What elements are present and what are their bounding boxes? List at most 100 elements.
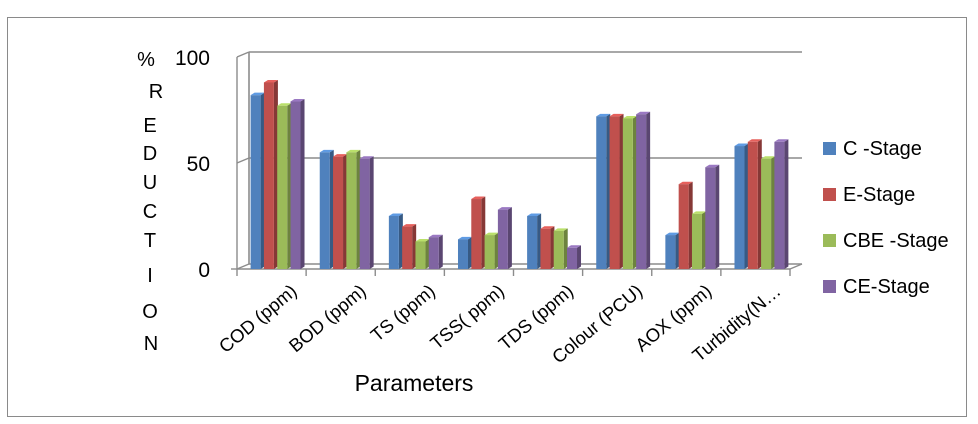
legend: C -Stage E-Stage CBE -Stage CE-Stage xyxy=(823,138,949,298)
bar-e-stage-colour-pcu xyxy=(609,113,624,269)
bar-front xyxy=(596,116,607,269)
bar-top xyxy=(250,92,265,96)
chart-frame xyxy=(7,17,967,417)
bar-side xyxy=(688,181,693,269)
bar-side xyxy=(273,79,278,269)
legend-label: CE-Stage xyxy=(843,276,930,298)
x-axis-title: Parameters xyxy=(355,370,474,396)
y-axis-title-char: % xyxy=(137,49,155,71)
bar-front xyxy=(346,152,357,269)
x-axis-depth xyxy=(789,263,803,270)
y-axis-title-char: U xyxy=(143,172,157,194)
bar-e-stage-turbidity-n xyxy=(747,139,762,269)
gridline-depth xyxy=(236,157,250,164)
bar-side xyxy=(537,213,542,269)
bar-front xyxy=(277,105,288,269)
bar-top xyxy=(636,111,651,115)
bar-side xyxy=(438,234,443,269)
bar-front xyxy=(263,82,274,269)
bar-front xyxy=(527,216,538,269)
bar-front xyxy=(665,235,676,269)
bar-side xyxy=(715,164,720,269)
bar-ce-stage-tds-ppm xyxy=(567,245,582,269)
bar-front xyxy=(678,184,689,269)
bar-top xyxy=(359,156,374,159)
bar-side xyxy=(771,156,776,269)
bar-front xyxy=(636,114,647,270)
bar-side xyxy=(467,236,472,269)
gridline-depth xyxy=(236,51,250,58)
bar-top xyxy=(678,181,693,185)
bar-front xyxy=(457,239,468,269)
legend-label: C -Stage xyxy=(843,138,922,160)
bar-top xyxy=(747,139,762,142)
bar-front xyxy=(415,241,426,269)
bar-side xyxy=(507,207,512,269)
bar-side xyxy=(260,92,265,269)
bar-front xyxy=(250,95,261,269)
bar-top xyxy=(428,234,443,238)
bar-front xyxy=(761,158,772,269)
bar-top xyxy=(415,238,430,242)
bar-cbe-stage-colour-pcu xyxy=(622,115,637,269)
legend-item-c-stage: C -Stage xyxy=(823,138,922,160)
legend-label: CBE -Stage xyxy=(843,230,949,252)
bar-front xyxy=(774,141,785,269)
bar-front xyxy=(747,141,758,269)
bar-top xyxy=(277,103,292,106)
bar-top xyxy=(596,113,611,117)
bar-cbe-stage-cod-ppm xyxy=(277,103,292,269)
bar-top xyxy=(457,236,472,240)
bar-ce-stage-cod-ppm xyxy=(290,99,305,270)
bar-ce-stage-colour-pcu xyxy=(636,111,651,270)
bar-e-stage-bod-ppm xyxy=(333,154,348,269)
bar-side xyxy=(646,111,651,270)
bar-top xyxy=(540,226,555,229)
bar-side xyxy=(784,139,789,269)
legend-label: E-Stage xyxy=(843,184,915,206)
bar-e-stage-tss-ppm xyxy=(471,196,486,269)
bar-top xyxy=(622,115,637,119)
bar-side xyxy=(550,226,555,269)
bar-side xyxy=(481,196,486,269)
y-axis-title-char: D xyxy=(143,143,157,165)
bar-c-stage-aox-ppm xyxy=(665,232,680,269)
bar-cbe-stage-turbidity-n xyxy=(761,156,776,269)
bar-side xyxy=(356,149,361,269)
bar-top xyxy=(553,228,568,231)
bar-front xyxy=(319,152,330,269)
bar-top xyxy=(761,156,776,159)
bar-side xyxy=(494,232,499,269)
bar-side xyxy=(744,143,749,269)
legend-swatch xyxy=(823,234,836,247)
bar-c-stage-bod-ppm xyxy=(319,149,334,269)
bar-side xyxy=(577,245,582,269)
bar-side xyxy=(619,113,624,269)
bar-top xyxy=(484,232,499,236)
bar-cbe-stage-aox-ppm xyxy=(691,211,706,269)
bar-front xyxy=(540,228,551,269)
x-tick-label: BOD (ppm) xyxy=(285,280,370,356)
legend-item-cbe-stage: CBE -Stage xyxy=(823,230,949,252)
bar-side xyxy=(329,149,334,269)
bar-cbe-stage-bod-ppm xyxy=(346,149,361,269)
bar-ce-stage-tss-ppm xyxy=(497,207,512,269)
bar-side xyxy=(398,213,403,269)
bar-side xyxy=(369,156,374,269)
bar-e-stage-cod-ppm xyxy=(263,79,278,269)
bar-top xyxy=(527,213,542,216)
bar-top xyxy=(319,149,334,153)
gridline-depth xyxy=(236,263,250,270)
bar-c-stage-colour-pcu xyxy=(596,113,611,269)
y-axis-title-char: C xyxy=(143,201,157,223)
bar-side xyxy=(675,232,680,269)
bar-side xyxy=(412,224,417,269)
bar-top xyxy=(290,99,305,102)
bar-e-stage-tds-ppm xyxy=(540,226,555,269)
bar-top xyxy=(263,79,278,83)
bar-side xyxy=(300,99,305,270)
y-axis-title-char: I xyxy=(147,265,153,287)
bar-side xyxy=(632,115,637,269)
legend-item-e-stage: E-Stage xyxy=(823,184,915,206)
